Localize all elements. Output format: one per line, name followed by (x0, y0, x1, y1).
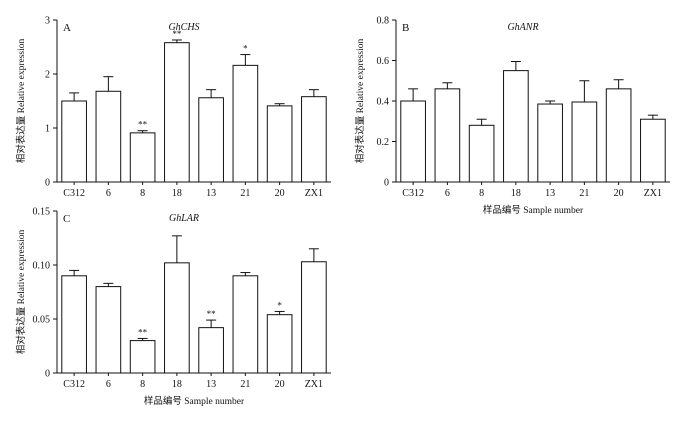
bar (266, 314, 293, 374)
bar (434, 88, 461, 183)
chart-title: GhLAR (169, 213, 199, 224)
y-tick-label: 0.15 (33, 207, 51, 218)
y-tick-label: 0.2 (377, 137, 390, 148)
bar (198, 97, 224, 183)
bar (640, 118, 666, 183)
y-axis-title: 相对表达量 Relative expression (354, 38, 366, 163)
x-tick-label: 20 (614, 188, 624, 199)
chart-title: GhCHS (168, 22, 199, 33)
bar (129, 340, 156, 374)
significance-label: ** (138, 120, 148, 130)
panel-letter: C (63, 213, 70, 225)
x-tick-label: 6 (445, 188, 450, 199)
y-tick-label: 0 (384, 178, 389, 189)
bar (266, 105, 293, 183)
x-tick-label: 20 (275, 188, 285, 199)
chart-panel-b: 0 0.2 0.4 0.6 0.8 C312 6 8 18 13 21 20 ZX1 GhANR B 相对表达… (354, 16, 670, 216)
bar (61, 275, 87, 374)
x-tick-label: ZX1 (305, 379, 323, 390)
bar (605, 88, 632, 183)
bar (537, 103, 563, 183)
y-tick-label: 0.8 (377, 16, 390, 27)
y-axis-title: 相对表达量 Relative expression (15, 229, 27, 354)
bar (164, 42, 190, 183)
y-tick-label: 1 (45, 124, 50, 135)
bar (232, 64, 259, 183)
x-tick-label: 6 (106, 188, 111, 199)
panel-letter: B (402, 22, 409, 34)
x-tick-label: 18 (172, 379, 182, 390)
x-tick-label: 21 (240, 188, 250, 199)
y-tick-label: 0 (45, 369, 50, 380)
x-tick-label: 8 (479, 188, 484, 199)
x-tick-label: 18 (172, 188, 182, 199)
y-axis-title: 相对表达量 Relative expression (15, 38, 27, 163)
x-tick-label: 8 (140, 379, 145, 390)
bar (164, 262, 190, 374)
bar (95, 90, 122, 183)
significance-label: ** (207, 309, 217, 319)
x-tick-label: 13 (545, 188, 555, 199)
bar (301, 261, 327, 374)
x-tick-label: 13 (206, 188, 216, 199)
significance-label: * (277, 300, 282, 310)
significance-label: ** (172, 29, 182, 39)
x-tick-label: 6 (106, 379, 111, 390)
chart-panel-a: 0 1 2 3 C312 6 ** 8 ** 18 13 * 21 20 ZX1 GhCHS A 相对表达量 Re… (15, 16, 331, 199)
bar (198, 327, 224, 374)
x-tick-label: 8 (140, 188, 145, 199)
y-tick-label: 0 (45, 178, 50, 189)
chart-title: GhANR (507, 22, 538, 33)
bar (400, 100, 426, 183)
bar (232, 275, 259, 374)
y-tick-label: 0.6 (377, 56, 390, 67)
panel-letter: A (63, 22, 71, 34)
y-tick-label: 0.05 (33, 315, 51, 326)
significance-label: * (243, 44, 248, 54)
x-axis-title: 样品编号 Sample number (144, 395, 245, 407)
chart-panel-c: 0 0.05 0.10 0.15 C312 6 ** 8 18 ** 13 21 * 20 ZX1 GhLAR… (15, 207, 331, 407)
y-tick-label: 0.10 (33, 261, 51, 272)
x-tick-label: 20 (275, 379, 285, 390)
bar (95, 286, 122, 374)
x-tick-label: C312 (63, 188, 85, 199)
bar (129, 132, 156, 183)
x-tick-label: 21 (240, 379, 250, 390)
significance-label: ** (138, 327, 148, 337)
x-tick-label: ZX1 (644, 188, 662, 199)
x-axis-title: 样品编号 Sample number (483, 204, 584, 216)
x-tick-label: 13 (206, 379, 216, 390)
bar (571, 101, 598, 183)
bar (301, 96, 327, 183)
y-tick-label: 3 (45, 16, 50, 27)
y-tick-label: 0.4 (377, 97, 390, 108)
bar (61, 100, 87, 183)
x-tick-label: 21 (579, 188, 589, 199)
bar (503, 70, 529, 183)
x-tick-label: C312 (63, 379, 85, 390)
x-tick-label: C312 (402, 188, 424, 199)
bar (468, 124, 495, 183)
x-tick-label: ZX1 (305, 188, 323, 199)
y-tick-label: 2 (45, 70, 50, 81)
x-tick-label: 18 (511, 188, 521, 199)
